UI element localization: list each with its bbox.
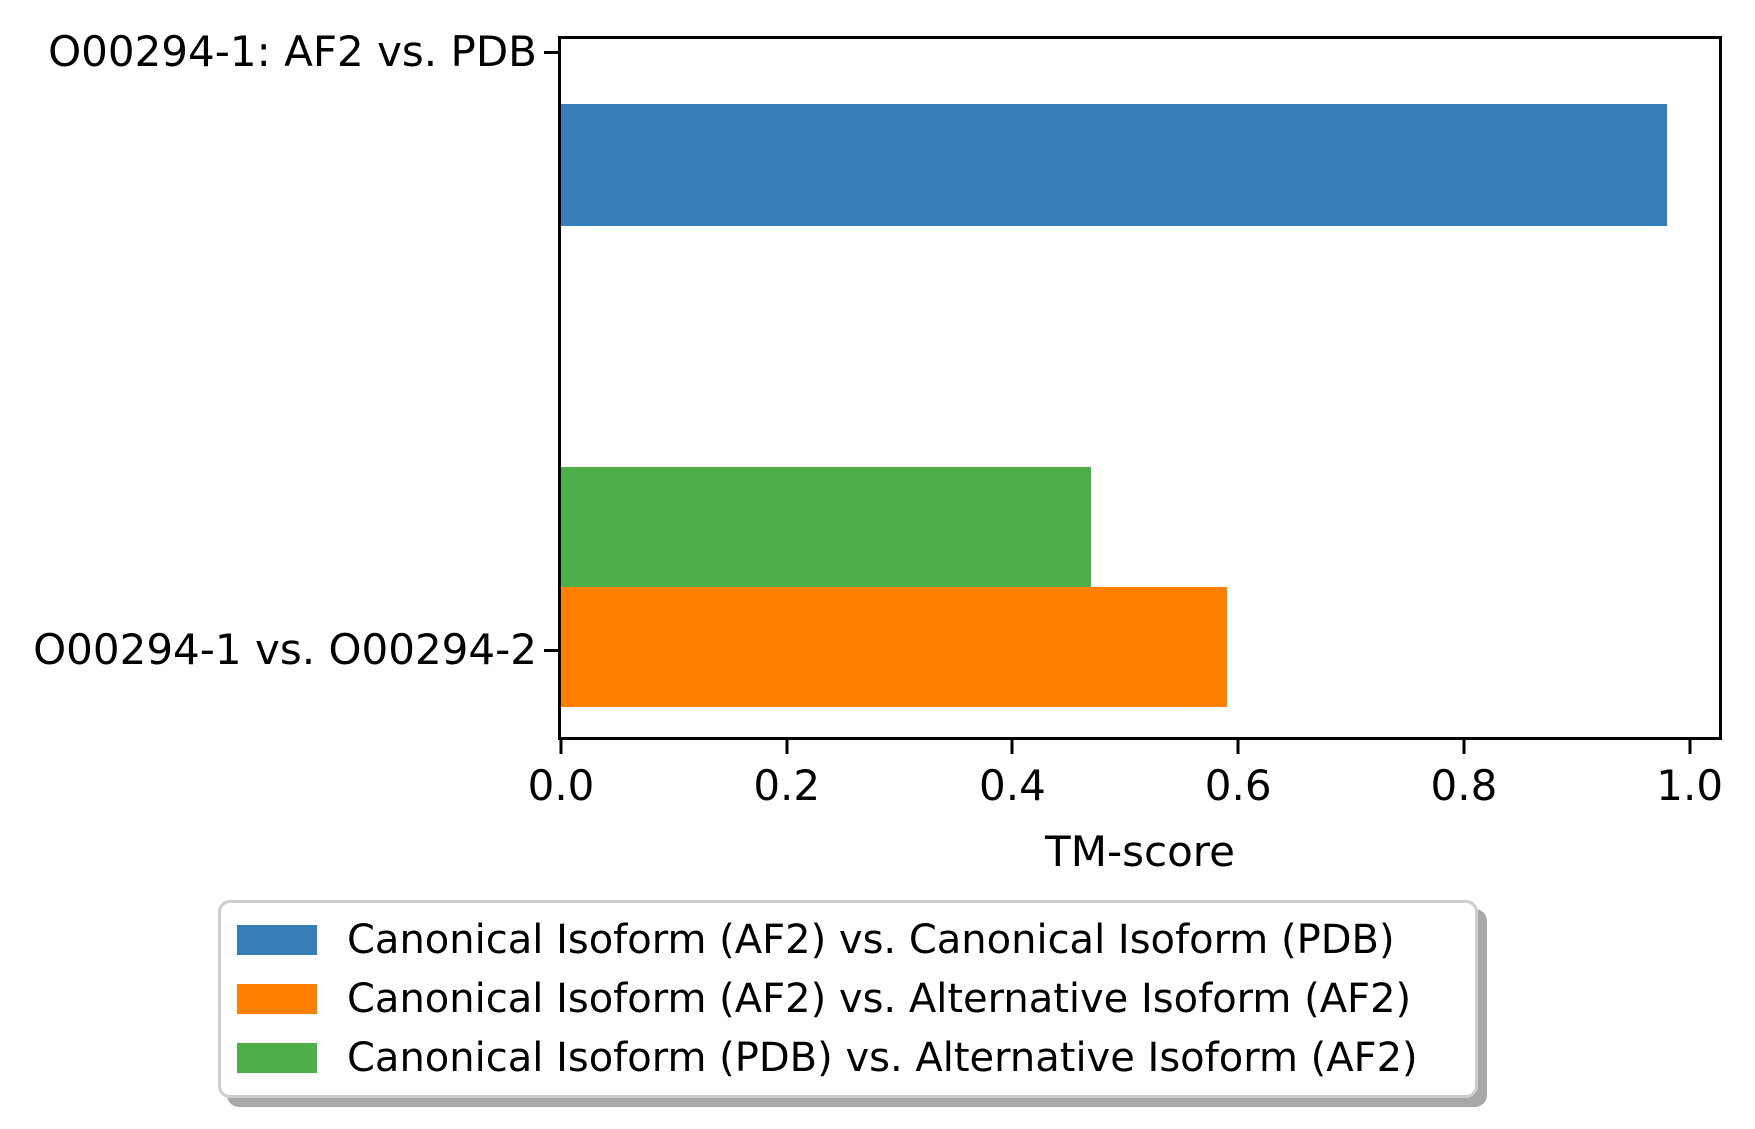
legend-entry-2: Canonical Isoform (PDB) vs. Alternative …	[237, 1034, 1445, 1082]
x-axis-label: TM-score	[1045, 827, 1235, 876]
bar-series-2-cat-1	[561, 467, 1091, 587]
x-tick-label: 1.0	[1656, 761, 1724, 810]
legend-swatch-icon	[237, 983, 317, 1014]
plot-area	[558, 36, 1722, 740]
x-tick-mark	[559, 740, 563, 754]
legend-label: Canonical Isoform (AF2) vs. Alternative …	[347, 975, 1412, 1022]
y-tick-mark	[544, 51, 558, 54]
bar-series-1-cat-1	[561, 587, 1227, 707]
legend-entry-0: Canonical Isoform (AF2) vs. Canonical Is…	[237, 916, 1445, 964]
x-tick-mark	[1462, 740, 1466, 754]
x-tick-label: 0.4	[979, 761, 1046, 810]
ytick-label-top: O00294-1: AF2 vs. PDB	[48, 27, 537, 76]
x-tick-label: 0.2	[753, 761, 821, 810]
legend-entry-1: Canonical Isoform (AF2) vs. Alternative …	[237, 975, 1445, 1023]
legend-label: Canonical Isoform (PDB) vs. Alternative …	[347, 1034, 1418, 1081]
x-tick-mark	[785, 740, 789, 754]
legend-box: Canonical Isoform (AF2) vs. Canonical Is…	[218, 900, 1478, 1098]
bar-series-0-cat-0	[561, 104, 1667, 226]
legend-swatch-icon	[237, 1042, 317, 1073]
ytick-label-bottom: O00294-1 vs. O00294-2	[33, 625, 537, 674]
x-tick-mark	[1688, 740, 1692, 754]
x-tick-label: 0.8	[1430, 761, 1498, 810]
y-tick-mark	[544, 649, 558, 652]
x-tick-label: 0.6	[1204, 761, 1272, 810]
legend-swatch-icon	[237, 925, 317, 956]
legend-label: Canonical Isoform (AF2) vs. Canonical Is…	[347, 917, 1395, 964]
x-tick-label: 0.0	[527, 761, 595, 810]
x-tick-mark	[1236, 740, 1240, 754]
x-tick-mark	[1010, 740, 1014, 754]
